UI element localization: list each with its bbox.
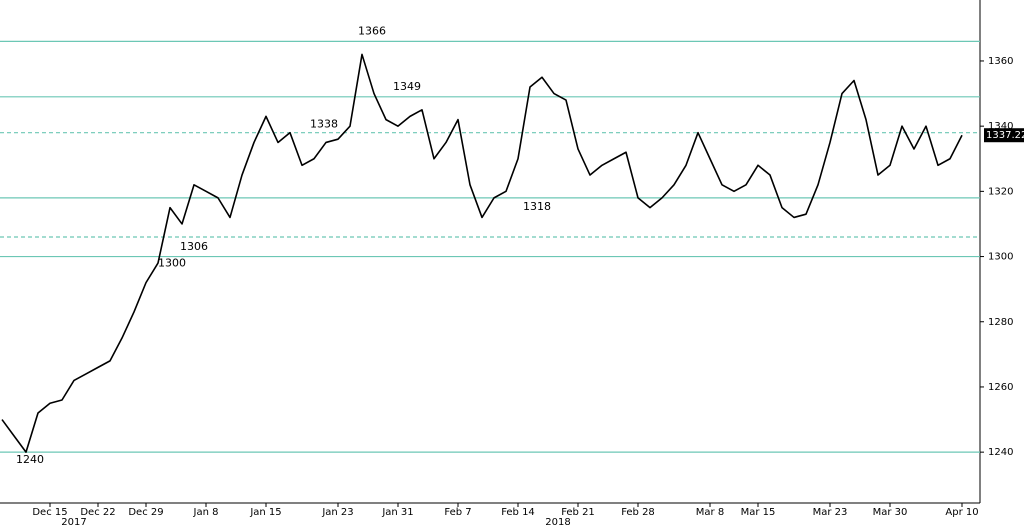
y-tick-label: 1280 [988, 317, 1013, 328]
level-label: 1349 [393, 80, 421, 93]
level-label: 1366 [358, 24, 386, 37]
x-tick-label: Dec 29 [128, 507, 163, 518]
x-tick-label: Apr 10 [945, 507, 978, 518]
x-tick-label: Jan 31 [381, 507, 413, 518]
x-tick-label: Dec 22 [80, 507, 115, 518]
x-tick-label: Mar 15 [741, 507, 776, 518]
y-tick-label: 1320 [988, 186, 1013, 197]
x-tick-label: Jan 15 [249, 507, 281, 518]
level-label: 1306 [180, 240, 208, 253]
level-label: 1318 [523, 200, 551, 213]
x-tick-label: Jan 8 [193, 507, 219, 518]
x-tick-label: Mar 30 [873, 507, 908, 518]
price-line [1, 53, 963, 453]
x-tick-label: Mar 8 [696, 507, 724, 518]
y-tick-label: 1300 [988, 252, 1013, 263]
x-tick-label: Feb 21 [561, 507, 595, 518]
x-tick-label: Mar 23 [813, 507, 848, 518]
level-label: 1338 [310, 118, 338, 131]
level-label: 1240 [16, 453, 44, 466]
x-tick-label: Feb 7 [444, 507, 471, 518]
x-tick-label: Jan 23 [321, 507, 353, 518]
x-tick-label: Feb 14 [501, 507, 535, 518]
y-tick-label: 1260 [988, 382, 1013, 393]
x-tick-label: Feb 28 [621, 507, 655, 518]
y-tick-label: 1340 [988, 121, 1013, 132]
last-price-box [984, 128, 1024, 143]
year-label: 2017 [61, 517, 86, 527]
last-price-label: 1337.22 [986, 130, 1024, 141]
y-tick-label: 1360 [988, 56, 1013, 67]
year-label: 2018 [545, 517, 570, 527]
y-tick-label: 1240 [988, 447, 1013, 458]
level-label: 1300 [158, 257, 186, 270]
x-tick-label: Dec 15 [32, 507, 67, 518]
